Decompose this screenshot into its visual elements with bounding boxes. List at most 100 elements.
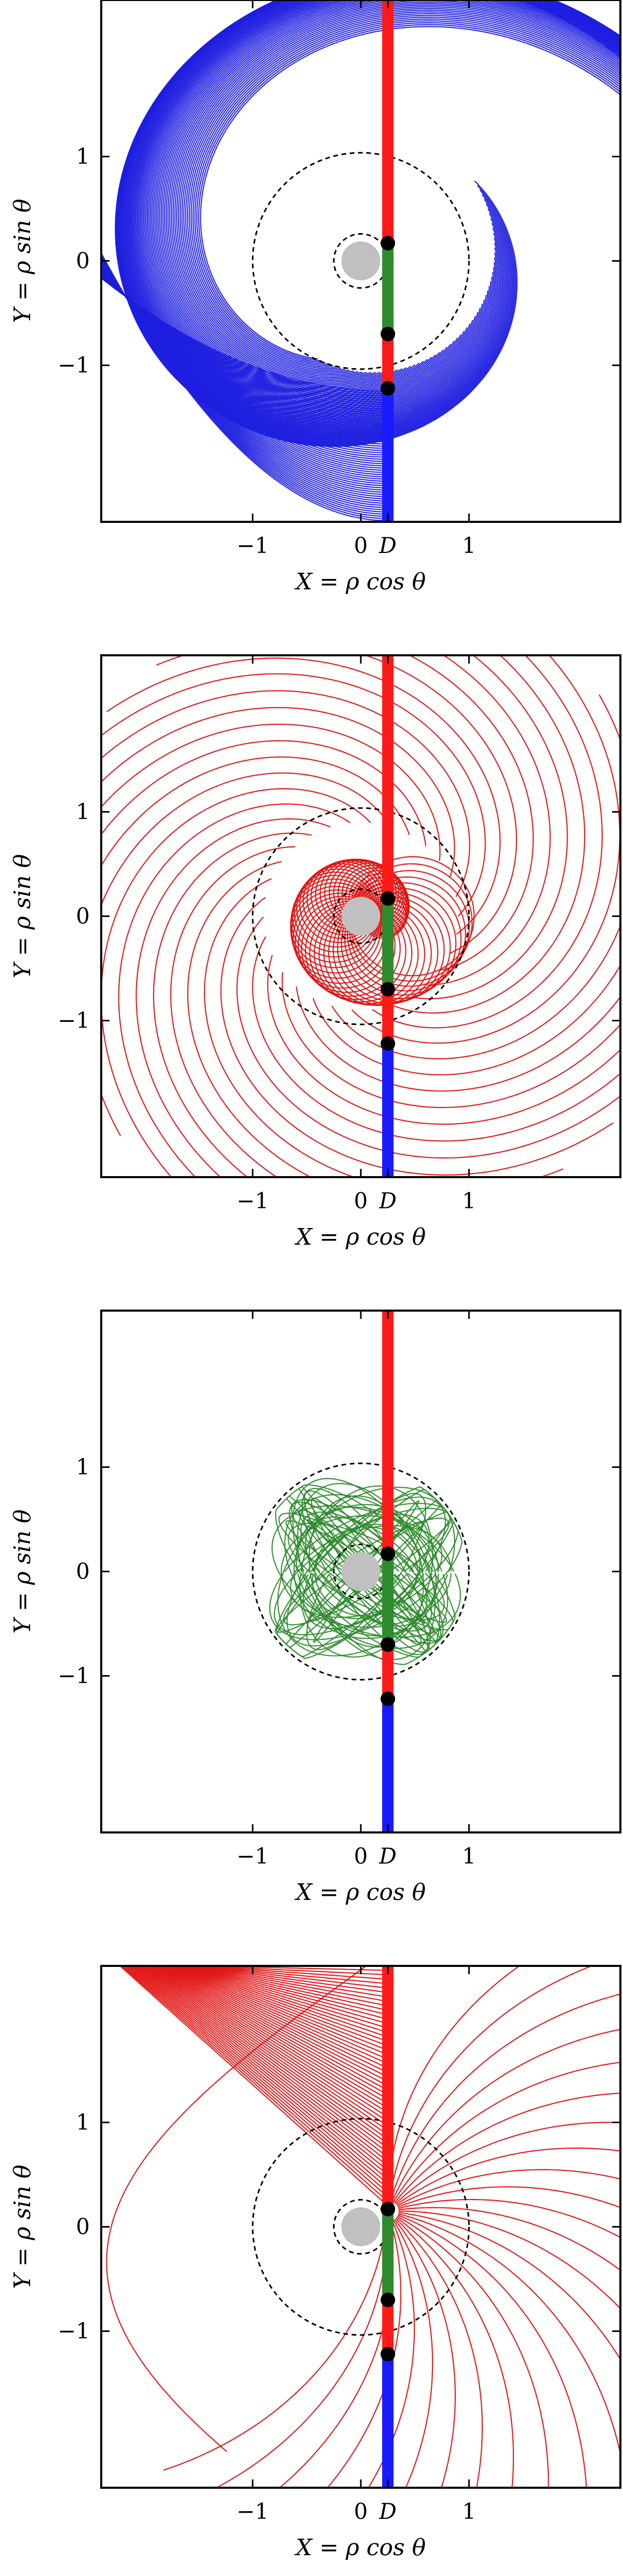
marker-point xyxy=(381,2346,396,2362)
trajectory-line xyxy=(142,0,620,410)
trajectory-line xyxy=(185,1966,388,2007)
y-tick-label: 0 xyxy=(76,903,90,929)
trajectory-line xyxy=(101,690,470,897)
marker-point xyxy=(381,1036,396,1051)
trajectory-line xyxy=(146,0,620,406)
trajectory-line xyxy=(191,16,620,368)
trajectory-line xyxy=(220,897,614,1176)
trajectory-line xyxy=(372,655,603,1029)
trajectory-line xyxy=(167,0,620,387)
trajectory-line xyxy=(181,8,620,375)
trajectory-line xyxy=(397,2169,620,2207)
trajectory-line xyxy=(391,2029,620,2202)
panel-2: −1 0 D 110−1X = ρ cos θY = ρ sin θ xyxy=(9,654,621,1250)
dashed-circle xyxy=(252,2118,470,2336)
trajectory-line xyxy=(189,1966,388,1993)
trajectory-line xyxy=(136,818,331,1177)
dashed-circle xyxy=(252,1462,470,1681)
x-tick-label: −1 xyxy=(237,2499,269,2524)
trajectory-line xyxy=(392,2061,620,2203)
x-tick-label: D xyxy=(378,533,397,558)
x-tick-label: 0 xyxy=(354,1843,368,1869)
trajectory-line xyxy=(198,24,620,362)
trajectory-line xyxy=(117,0,620,441)
trajectory-line xyxy=(296,1483,436,1661)
x-tick-label: 0 xyxy=(354,533,368,558)
trajectory-line xyxy=(124,0,620,431)
trajectory-line xyxy=(137,1966,388,2153)
x-tick-label: −1 xyxy=(237,1188,269,1213)
trajectory-line xyxy=(397,2186,620,2208)
marker-point xyxy=(381,982,396,997)
trajectory-line xyxy=(295,987,620,1092)
trajectory-line xyxy=(157,1966,388,2096)
trajectory-line xyxy=(143,1966,388,2136)
trajectory-line xyxy=(189,1966,388,1989)
trajectory-line xyxy=(397,2216,549,2488)
trajectory-line xyxy=(101,740,427,846)
x-tick-label: 0 xyxy=(354,1188,368,1213)
trajectory-line xyxy=(310,1498,422,1646)
y-tick-label: 0 xyxy=(76,2214,90,2240)
trajectory-line xyxy=(313,964,620,1076)
trajectory-line xyxy=(174,1,620,382)
trajectory-line xyxy=(155,1966,388,2100)
trajectory-line xyxy=(152,1966,388,2109)
trajectory-line xyxy=(146,1966,388,2127)
trajectory-line xyxy=(192,1966,388,1980)
trajectory-line xyxy=(132,0,620,421)
trajectory-line xyxy=(145,0,620,408)
x-tick-label: 1 xyxy=(462,2499,476,2524)
trajectory-line xyxy=(125,1966,388,2189)
trajectory-line xyxy=(394,2219,456,2488)
trajectory-line xyxy=(132,1966,388,2167)
trajectory-line xyxy=(180,1966,388,2025)
panel-3: −1 0 D 110−1X = ρ cos θY = ρ sin θ xyxy=(9,1310,621,1906)
marker-point xyxy=(381,381,396,396)
trajectory-line xyxy=(176,3,620,380)
trajectory-line xyxy=(267,955,620,1125)
trajectory-line xyxy=(134,1966,388,2162)
trajectory-line xyxy=(118,803,351,1177)
y-tick-label: −1 xyxy=(58,2318,90,2344)
trajectory-line xyxy=(185,11,620,372)
trajectory-line xyxy=(178,4,620,379)
trajectory-line xyxy=(395,2218,483,2488)
trajectory-line xyxy=(154,0,620,399)
core-disk xyxy=(341,241,381,280)
trajectory-line xyxy=(176,1966,388,2038)
y-tick-label: −1 xyxy=(58,1663,90,1689)
trajectory-line xyxy=(166,1966,388,2069)
trajectory-line xyxy=(148,0,620,404)
trajectory-line xyxy=(236,916,620,1159)
trajectory-line xyxy=(187,861,312,1177)
trajectory-line xyxy=(170,1966,388,2056)
trajectory-line xyxy=(139,1966,388,2149)
marker-point xyxy=(381,1637,396,1652)
plot-area xyxy=(106,1966,620,2488)
dashed-circle xyxy=(252,152,470,370)
trajectory-line xyxy=(115,0,620,447)
trajectory-line xyxy=(120,1966,388,2202)
trajectory-line xyxy=(131,1966,388,2171)
trajectory-line xyxy=(388,1966,594,2201)
trajectory-line xyxy=(427,655,551,986)
trajectory-line xyxy=(186,13,620,371)
trajectory-line xyxy=(281,972,620,1109)
trajectory-line xyxy=(396,2217,514,2488)
x-axis-label: X = ρ cos θ xyxy=(294,569,426,595)
trajectory-line xyxy=(391,655,586,1014)
trajectory-line xyxy=(392,2220,434,2488)
panel-4: −1 0 D 110−1X = ρ cos θY = ρ sin θ xyxy=(9,1965,621,2561)
y-tick-label: −1 xyxy=(58,1008,90,1033)
trajectory-line xyxy=(162,1966,388,2078)
trajectory-line xyxy=(144,0,620,409)
trajectory-line xyxy=(131,0,620,422)
plot-area xyxy=(252,1311,470,1832)
trajectory-line xyxy=(187,1966,388,2002)
trajectory-line xyxy=(130,1966,388,2176)
x-tick-label: −1 xyxy=(237,1843,269,1869)
trajectory-line xyxy=(128,1966,388,2180)
trajectory-line xyxy=(397,2214,587,2488)
trajectory-line xyxy=(134,0,620,418)
